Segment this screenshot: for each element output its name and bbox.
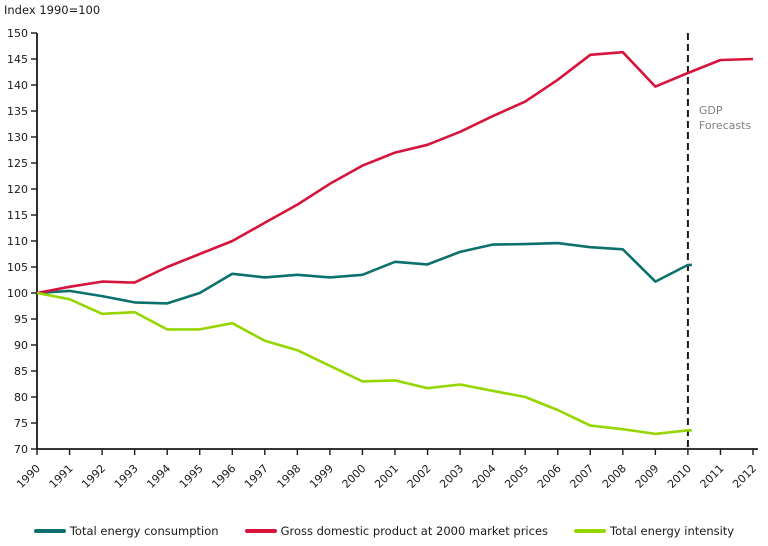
- y-axis-tick-label: 95: [14, 313, 28, 326]
- y-axis-tick-label: 110: [7, 235, 28, 248]
- y-axis-tick-label: 70: [14, 443, 28, 456]
- x-axis-tick-label: 2002: [405, 462, 434, 491]
- x-axis-tick-label: 2004: [470, 462, 499, 491]
- x-axis-tick-label: 2003: [437, 462, 466, 491]
- y-axis-tick-label: 90: [14, 339, 28, 352]
- x-axis-tick-label: 1995: [177, 462, 206, 491]
- y-axis-tick-label: 115: [7, 209, 28, 222]
- legend-swatch-icon: [244, 529, 277, 533]
- chart-canvas: 70 75 80 85 90 95 100 105 110 115 120 125 130 135 140 1…: [7, 27, 759, 491]
- forecast-annotation: GDP: [699, 104, 723, 117]
- x-axis-tick-label: 1998: [274, 462, 303, 491]
- y-axis-tick-label: 120: [7, 183, 28, 196]
- y-axis-tick-label: 105: [7, 261, 28, 274]
- y-axis-tick-label: 85: [14, 365, 28, 378]
- series-line-total-energy-intensity: [36, 291, 692, 436]
- x-axis-tick-label: 2005: [502, 462, 531, 491]
- x-axis-tick-label: 2010: [665, 462, 694, 491]
- y-axis-tick-label: 135: [7, 105, 28, 118]
- legend-item-total-energy-consumption: Total energy consumption: [33, 524, 219, 538]
- x-axis-tick-label: 2012: [730, 462, 759, 491]
- x-axis-tick-label: 2001: [372, 462, 401, 491]
- x-axis-tick-label: 2006: [535, 462, 564, 491]
- x-axis-tick-label: 1991: [47, 462, 76, 491]
- x-axis-tick-label: 1990: [14, 462, 43, 491]
- x-axis-tick-label: 1993: [112, 462, 141, 491]
- y-axis-tick-label: 140: [7, 79, 28, 92]
- legend: Total energy consumption Gross domestic …: [0, 524, 768, 538]
- y-axis-tick-label: 125: [7, 157, 28, 170]
- x-axis-tick-label: 1996: [209, 462, 238, 491]
- y-axis-tick-label: 75: [14, 417, 28, 430]
- x-axis-tick-label: 2007: [567, 462, 596, 491]
- x-axis-tick-label: 1997: [242, 462, 271, 491]
- x-axis-tick-label: 2000: [340, 462, 369, 491]
- x-axis-tick-label: 2011: [698, 462, 727, 491]
- y-axis-tick-label: 80: [14, 391, 28, 404]
- legend-label: Gross domestic product at 2000 market pr…: [280, 524, 549, 538]
- y-axis-tick-label: 130: [7, 131, 28, 144]
- legend-swatch-icon: [574, 529, 607, 533]
- legend-item-total-energy-intensity: Total energy intensity: [574, 524, 734, 538]
- y-axis-tick-label: 100: [7, 287, 28, 300]
- x-axis-tick-label: 2009: [632, 462, 661, 491]
- legend-label: Total energy intensity: [610, 524, 735, 538]
- x-axis-tick-label: 1992: [79, 462, 108, 491]
- forecast-annotation: Forecasts: [699, 119, 752, 132]
- y-axis-tick-label: 145: [7, 53, 28, 66]
- legend-label: Total energy consumption: [69, 524, 219, 538]
- legend-item-gross-domestic-product: Gross domestic product at 2000 market pr…: [244, 524, 549, 538]
- x-axis-tick-label: 1999: [307, 462, 336, 491]
- series-line-gross-domestic-product-at-2000-market-prices: [36, 50, 754, 295]
- legend-swatch-icon: [33, 529, 66, 533]
- x-axis-tick-label: 2008: [600, 462, 629, 491]
- x-axis-tick-label: 1994: [144, 462, 173, 491]
- y-axis-tick-label: 150: [7, 27, 28, 40]
- chart-title: Index 1990=100: [4, 3, 101, 17]
- series-line-total-energy-consumption: [36, 241, 692, 305]
